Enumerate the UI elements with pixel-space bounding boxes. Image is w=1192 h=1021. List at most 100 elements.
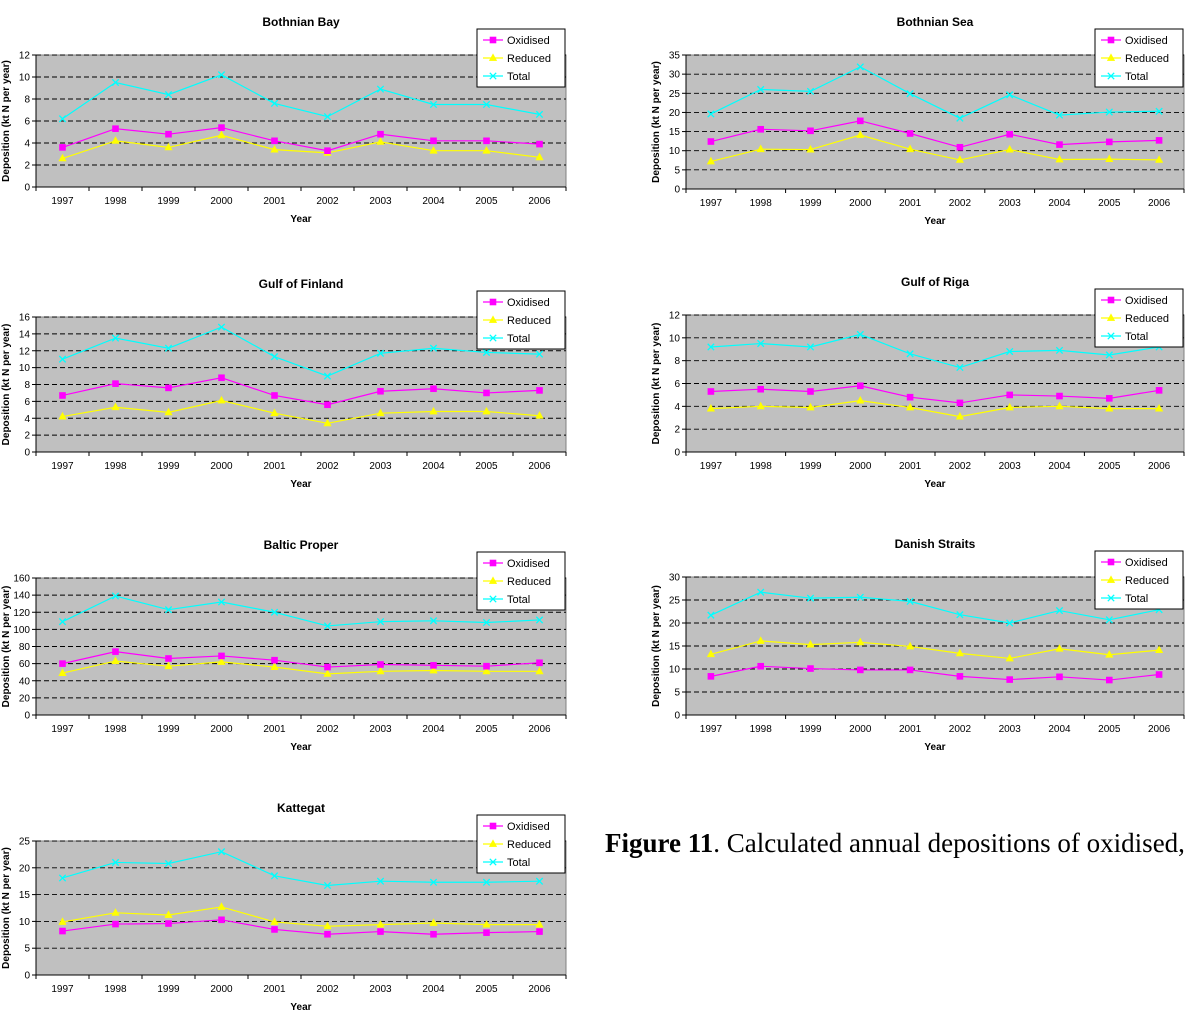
data-point-oxidised [757,385,765,393]
x-tick-label: 2001 [263,724,286,735]
data-point-oxidised [1056,392,1063,400]
data-point-total [806,87,815,96]
data-point-total [376,85,385,93]
data-point-reduced [58,411,67,420]
data-point-oxidised [218,374,225,382]
data-point-oxidised [707,388,715,395]
data-point-reduced [376,408,385,417]
data-point-reduced [164,142,173,151]
chart-panel-5: Baltic Proper 0 20 40 60 80 100 120 140 160 1997 19… [1,538,567,753]
legend-marker-total [489,858,497,866]
x-tick-label: 2003 [369,984,392,995]
data-point-oxidised [377,387,384,395]
y-tick-label: 60 [19,659,31,670]
x-tick-label: 2006 [528,984,551,995]
data-point-oxidised [165,655,172,662]
data-point-reduced [1005,402,1014,411]
data-point-total [1155,107,1163,115]
y-tick-label: 0 [674,185,680,196]
chart-panel-3: Gulf of Finland 0 2 4 6 8 10 12 14 16 1997 1998 1999… [1,277,567,490]
data-point-reduced [270,144,279,153]
data-point-reduced [270,662,279,670]
data-point-oxidised [1056,673,1063,681]
data-point-oxidised [807,665,814,672]
data-point-oxidised [483,929,490,936]
data-point-reduced [806,144,815,153]
legend-marker-total [489,334,497,342]
data-point-total [111,78,120,87]
legend-label-oxidised: Oxidised [1125,295,1168,307]
data-point-total [806,343,815,351]
data-point-reduced [111,908,120,916]
data-point-oxidised [324,663,331,671]
legend-marker-total [1107,72,1115,80]
x-tick-label: 1999 [799,198,822,209]
data-point-reduced [706,403,716,412]
series-line-oxidised [710,120,1160,148]
data-point-total [217,848,226,856]
data-point-total [757,339,765,348]
legend-marker-reduced [488,53,498,61]
legend-label-oxidised: Oxidised [1125,35,1168,47]
data-point-reduced [756,636,765,644]
x-tick-label: 2002 [316,724,339,735]
legend-label-oxidised: Oxidised [1125,557,1168,569]
data-point-total [535,110,544,119]
data-point-reduced [1055,154,1064,163]
data-point-reduced [1055,401,1064,410]
x-tick-label: 2004 [1048,198,1071,209]
data-point-oxidised [59,144,66,151]
data-point-reduced [535,152,544,161]
data-point-oxidised [218,124,225,131]
x-tick-label: 2000 [849,198,872,209]
series-line-total [710,591,1160,624]
data-point-total [217,598,226,606]
data-point-oxidised [165,920,172,927]
data-point-total [164,344,173,352]
data-point-reduced [856,130,865,138]
data-point-total [323,112,332,121]
y-tick-label: 20 [19,693,31,704]
x-tick-label: 2006 [1148,461,1171,472]
data-point-total [956,611,964,619]
data-point-total [1006,347,1014,356]
caption-text: . Calculated annual depositions of oxidi… [713,828,1192,858]
data-point-oxidised [112,920,119,928]
x-tick-label: 2005 [1098,724,1121,735]
y-tick-label: 0 [674,711,680,722]
data-point-oxidised [857,666,864,674]
data-point-total [217,71,226,79]
data-point-total [535,877,544,885]
x-tick-label: 2001 [263,461,286,472]
legend-label-reduced: Reduced [507,839,551,851]
x-tick-label: 2001 [899,461,922,472]
data-point-total [323,881,332,890]
data-point-reduced [323,418,332,427]
data-point-total [707,110,715,118]
x-tick-label: 1999 [157,724,180,735]
data-point-oxidised [807,127,814,135]
data-point-oxidised [1106,138,1113,146]
x-tick-label: 2002 [316,461,339,472]
data-point-oxidised [707,138,715,145]
data-point-total [164,606,173,614]
y-tick-label: 6 [24,397,30,408]
x-tick-label: 2005 [1098,198,1121,209]
x-tick-label: 2001 [263,196,286,207]
legend-marker-oxidised [1107,296,1115,304]
legend-marker-reduced [1106,313,1116,321]
chart-panel-2: Bothnian Sea 0 5 10 15 20 25 30 35 1997 1998 1999 20… [651,15,1185,227]
legend-label-reduced: Reduced [1125,53,1169,65]
figure-caption: Figure 11. Calculated annual depositions… [605,825,1192,861]
y-tick-label: 14 [19,329,31,340]
data-point-total [956,114,964,122]
legend-marker-reduced [1106,575,1116,583]
y-tick-label: 100 [13,625,30,636]
data-point-reduced [270,408,279,417]
data-point-reduced [58,668,67,676]
x-tick-label: 1997 [700,724,723,735]
data-point-total [757,588,765,596]
x-tick-label: 2001 [899,724,922,735]
y-tick-label: 5 [674,688,680,699]
x-tick-label: 2006 [528,461,551,472]
